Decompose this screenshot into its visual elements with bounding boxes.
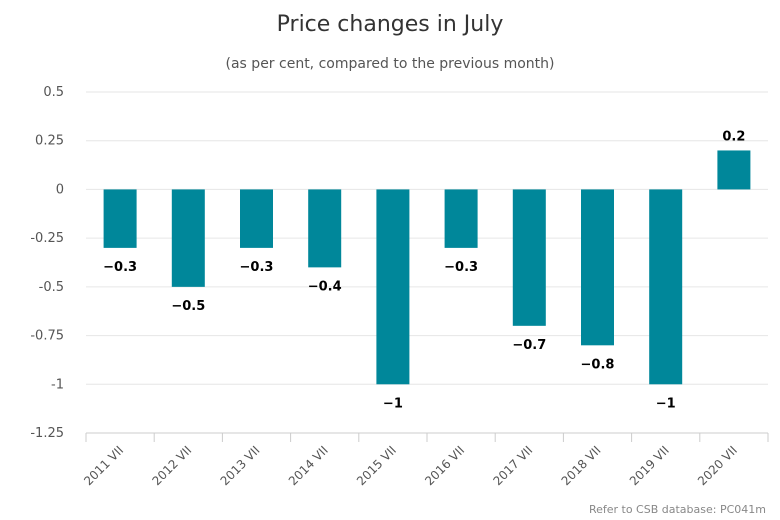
data-label: 0.2	[722, 129, 745, 144]
y-tick-label: -0.75	[30, 329, 64, 344]
bar[interactable]	[717, 150, 751, 190]
bar[interactable]	[240, 189, 273, 248]
y-tick-label: 0	[56, 182, 64, 197]
y-tick-label: 0.25	[35, 134, 64, 149]
y-tick-label: -1	[51, 377, 64, 392]
data-label: −0.8	[581, 357, 615, 372]
data-label: −1	[383, 396, 403, 411]
data-label: −0.3	[240, 260, 274, 275]
x-tick-label: 2019 VII	[627, 443, 672, 488]
bar[interactable]	[103, 189, 137, 248]
x-tick-label: 2012 VII	[149, 443, 194, 488]
chart-credit[interactable]: Refer to CSB database: PC041m	[589, 503, 766, 516]
bar[interactable]	[581, 189, 614, 346]
data-label: −0.4	[308, 279, 342, 294]
chart-subtitle: (as per cent, compared to the previous m…	[226, 56, 555, 72]
bars	[103, 150, 751, 385]
data-label: −0.3	[103, 260, 137, 275]
y-tick-label: -0.5	[39, 280, 64, 295]
x-tick-label: 2018 VII	[559, 443, 604, 488]
data-label: −1	[656, 396, 676, 411]
bar[interactable]	[512, 189, 546, 326]
data-label: −0.3	[444, 260, 478, 275]
y-axis-ticks: 0.5 0.25 0 -0.25 -0.5 -0.75 -1 -1.25	[30, 85, 64, 441]
x-tick-label: 2017 VII	[490, 443, 535, 488]
y-tick-label: -0.25	[30, 231, 64, 246]
chart-title: Price changes in July	[277, 12, 504, 37]
data-label: −0.5	[171, 299, 205, 314]
x-tick-label: 2013 VII	[218, 443, 263, 488]
x-tick-label: 2014 VII	[286, 443, 331, 488]
bar[interactable]	[308, 189, 342, 268]
x-tick-label: 2011 VII	[81, 443, 126, 488]
x-tick-label: 2016 VII	[422, 443, 467, 488]
x-axis: 2011 VII 2012 VII 2013 VII 2014 VII 2015 VII…	[81, 432, 769, 488]
x-tick-label: 2015 VII	[354, 443, 399, 488]
y-tick-label: -1.25	[30, 426, 64, 441]
x-tick-label: 2020 VII	[695, 443, 740, 488]
data-label: −0.7	[512, 338, 546, 353]
data-labels: −0.3 −0.5 −0.3 −0.4 −1 −0.3 −0.7 −0.8 −1 0.2	[103, 129, 745, 411]
bar[interactable]	[649, 189, 683, 385]
bar[interactable]	[171, 189, 205, 287]
bar[interactable]	[376, 189, 410, 385]
bar[interactable]	[444, 189, 478, 248]
y-tick-label: 0.5	[43, 85, 64, 100]
